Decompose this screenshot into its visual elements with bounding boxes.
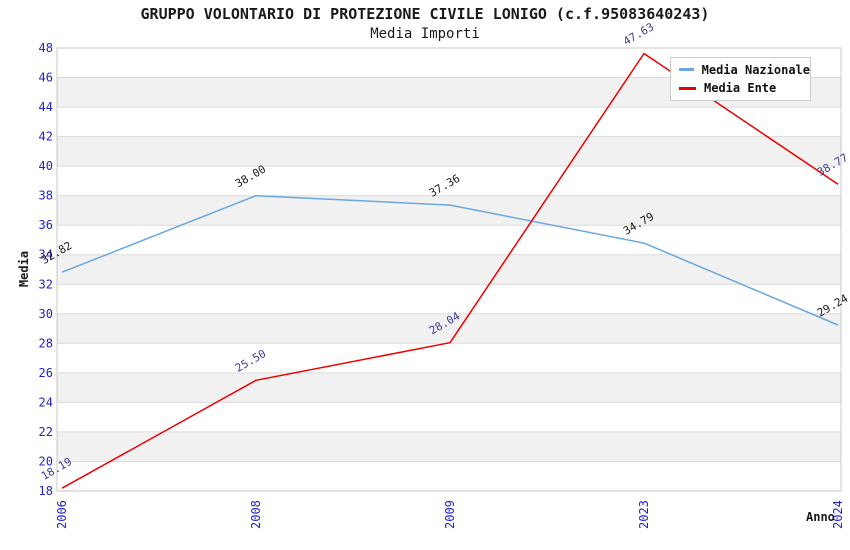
legend-item-media-ente: Media Ente	[679, 81, 810, 95]
y-tick-label: 36	[39, 218, 53, 232]
legend-item-media-nazionale: Media Nazionale	[679, 63, 810, 77]
plot-band	[57, 431, 841, 462]
series-line	[61, 194, 839, 326]
plot-band	[57, 461, 841, 491]
legend-label: Media Ente	[704, 81, 777, 96]
plot-band	[57, 284, 841, 314]
y-tick-label: 22	[39, 425, 53, 439]
plot-band	[57, 195, 841, 226]
y-tick-label: 40	[39, 159, 53, 173]
chart-title: GRUPPO VOLONTARIO DI PROTEZIONE CIVILE L…	[140, 5, 710, 23]
x-tick-label: 2023	[637, 500, 651, 529]
legend: Media Nazionale Media Ente	[670, 57, 811, 101]
y-tick-label: 46	[39, 71, 53, 85]
legend-line-swatch-ente	[679, 86, 696, 90]
y-tick-label: 44	[39, 100, 53, 114]
plot-band	[57, 107, 841, 137]
legend-line-swatch-nazionale	[679, 68, 694, 72]
y-tick-label: 48	[39, 41, 53, 55]
plot-band	[57, 136, 841, 167]
chart-subtitle: Media Importi	[370, 26, 480, 42]
plot-band	[57, 254, 841, 285]
plot-band	[57, 166, 841, 196]
x-tick-label: 2024	[831, 500, 845, 529]
y-tick-label: 28	[39, 336, 53, 350]
y-tick-label: 34	[39, 248, 53, 262]
y-tick-label: 24	[39, 395, 53, 409]
y-tick-label: 42	[39, 130, 53, 144]
legend-label: Media Nazionale	[701, 62, 810, 77]
y-tick-label: 18	[39, 484, 53, 498]
x-tick-label: 2006	[55, 500, 69, 529]
x-tick-label: 2008	[249, 500, 263, 529]
plot-border	[56, 47, 842, 492]
y-tick-label: 30	[39, 307, 53, 321]
y-tick-label: 20	[39, 455, 53, 469]
x-axis-title: Anno	[806, 510, 835, 524]
y-axis-title: Media	[17, 250, 31, 288]
y-tick-label: 32	[39, 277, 53, 291]
y-tick-label: 26	[39, 366, 53, 380]
plot-band	[57, 372, 841, 403]
plot-band	[57, 402, 841, 432]
y-tick-label: 38	[39, 189, 53, 203]
plot-band	[57, 225, 841, 255]
plot-band	[57, 343, 841, 373]
x-tick-label: 2009	[443, 500, 457, 529]
plot-band	[57, 313, 841, 344]
